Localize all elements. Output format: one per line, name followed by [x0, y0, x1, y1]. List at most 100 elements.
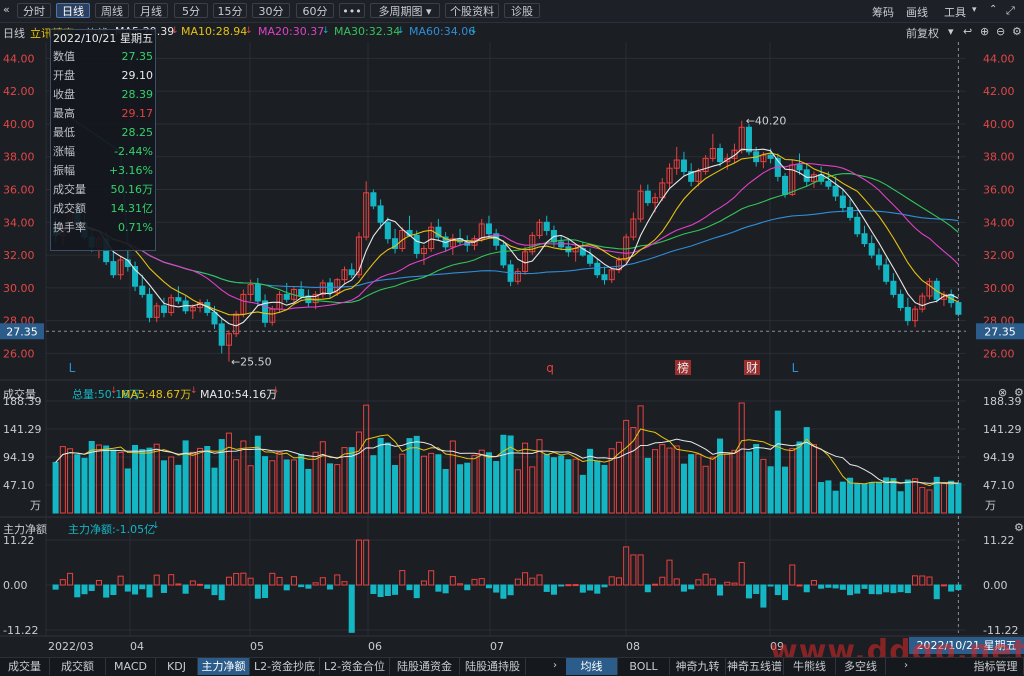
price-tick-right: 40.00	[983, 118, 1015, 131]
timeframe-tab-0[interactable]: 分时	[17, 3, 51, 18]
settings-icon[interactable]: ⚙	[1014, 521, 1024, 534]
volume-bar	[724, 453, 731, 514]
timeframe-tab-3[interactable]: 月线	[134, 3, 168, 18]
flow-bar	[883, 584, 890, 593]
timeframe-tab-1[interactable]: 日线	[56, 3, 90, 18]
volume-bar	[738, 402, 745, 514]
flow-bar	[478, 578, 485, 586]
candle-body	[738, 126, 745, 151]
timeframe-tab-7[interactable]: 60分	[296, 3, 334, 18]
price-tick-left: 36.00	[3, 184, 35, 197]
candle-body	[514, 270, 521, 282]
flow-bar	[247, 577, 254, 586]
candle-body	[673, 159, 680, 169]
candle-body	[731, 149, 738, 159]
candle-body	[644, 190, 651, 204]
timeframe-tab-5[interactable]: 15分	[213, 3, 247, 18]
volume-bar	[680, 463, 687, 514]
bottom-tab-left-2[interactable]: MACD	[106, 658, 156, 675]
volume-bar	[95, 444, 102, 514]
bottom-tab-right-4[interactable]: 牛熊线	[784, 658, 836, 675]
bottom-tab-right-5[interactable]: 多空线	[836, 658, 886, 675]
volume-bar	[847, 477, 854, 514]
undo-icon[interactable]: ↩	[963, 25, 973, 38]
bottom-tab-right-1[interactable]: BOLL	[618, 658, 670, 675]
settings-icon[interactable]: ⚙	[1012, 25, 1022, 38]
bottom-tab-right-0[interactable]: 均线	[566, 658, 618, 675]
multi-period-dropdown[interactable]: 多周期图 ▾	[370, 3, 440, 18]
bottom-tab-right-2[interactable]: 神奇九转	[670, 658, 726, 675]
flow-bar	[168, 574, 175, 586]
chevron-right-icon[interactable]: ›	[904, 660, 908, 671]
volume-bar	[904, 479, 911, 514]
flow-bar	[363, 539, 370, 586]
candle-body	[449, 238, 456, 248]
volume-tick-left: 188.39	[3, 395, 42, 408]
low-price-label: ←25.50	[231, 356, 272, 369]
volume-bar	[883, 477, 890, 514]
x-axis-label: 04	[130, 640, 144, 653]
event-marker-box	[744, 360, 760, 375]
volume-bar	[88, 440, 95, 514]
bottom-tab-right-3[interactable]: 神奇五线谱	[727, 658, 784, 675]
volume-bar	[810, 444, 817, 514]
bottom-tab-left-7[interactable]: 陆股通资金	[390, 658, 460, 675]
flow-bar	[435, 584, 442, 592]
fullscreen-icon[interactable]: ⤢	[1006, 4, 1015, 17]
volume-bar	[204, 445, 211, 514]
volume-bar	[103, 445, 110, 514]
candle-body	[839, 195, 846, 209]
candle-body	[803, 169, 810, 182]
arrow-down-icon: ↓	[245, 26, 253, 36]
timeframe-tab-6[interactable]: 30分	[252, 3, 290, 18]
flow-bar	[305, 584, 312, 589]
tools-button[interactable]: 工具	[944, 6, 966, 19]
bottom-tab-left-1[interactable]: 成交额	[50, 658, 106, 675]
bottom-tab-left-3[interactable]: KDJ	[156, 658, 198, 675]
tooltip-row: 开盘 29.10	[53, 67, 153, 85]
flow-bar	[623, 546, 630, 586]
candle-body	[298, 288, 305, 297]
timeframe-tab-2[interactable]: 周线	[95, 3, 129, 18]
flow-bar	[88, 584, 95, 591]
bottom-tab-left-5[interactable]: L2-资金抄底	[250, 658, 320, 675]
tools-caret-icon[interactable]: ▾	[972, 5, 977, 15]
bottom-tab-left-0[interactable]: 成交量	[0, 658, 50, 675]
more-button[interactable]: •••	[339, 3, 365, 18]
close-icon[interactable]: ⊗	[998, 386, 1008, 399]
tooltip-key: 成交量	[53, 183, 86, 196]
current-price-badge-right	[976, 323, 1024, 340]
draw-line-button[interactable]: 画线	[906, 6, 928, 19]
flow-bar	[854, 584, 861, 594]
tooltip-key: 最低	[53, 126, 75, 139]
volume-bar	[861, 483, 868, 514]
settings-icon[interactable]: ⚙	[1014, 386, 1024, 399]
bottom-tab-left-6[interactable]: L2-资金合位	[320, 658, 390, 675]
zoom-out-icon[interactable]: ⊖	[996, 25, 1006, 38]
tooltip-value: 0.71%	[118, 221, 153, 234]
timeframe-tab-4[interactable]: 5分	[174, 3, 208, 18]
candle-body	[153, 305, 160, 318]
stock-info-button[interactable]: 个股资料	[445, 3, 499, 18]
flow-bar	[615, 577, 622, 586]
candle-body	[319, 282, 326, 295]
bottom-tab-right-6[interactable]: 指标管理	[968, 658, 1024, 675]
bottom-tab-left-4[interactable]: 主力净额	[198, 658, 250, 675]
volume-bar	[283, 459, 290, 514]
chevron-right-icon[interactable]: ›	[553, 660, 557, 671]
volume-bar	[247, 465, 254, 514]
volume-bar	[67, 448, 74, 514]
bottom-tab-left-8[interactable]: 陆股通持股	[460, 658, 526, 675]
price-tick-right: 36.00	[983, 184, 1015, 197]
adjust-label[interactable]: 前复权	[906, 27, 939, 40]
double-chevron-left-icon[interactable]: «	[3, 3, 10, 16]
chevron-up-icon[interactable]: ⌃	[989, 4, 998, 15]
ma20-line	[55, 162, 959, 311]
diagnose-button[interactable]: 诊股	[504, 3, 540, 18]
tooltip-row: 换手率 0.71%	[53, 219, 153, 237]
caret-down-icon[interactable]: ▾	[948, 25, 954, 38]
candle-body	[810, 174, 817, 182]
zoom-in-icon[interactable]: ⊕	[980, 25, 990, 38]
chips-button[interactable]: 筹码	[872, 6, 894, 19]
arrow-down-icon: ↓	[272, 386, 280, 396]
